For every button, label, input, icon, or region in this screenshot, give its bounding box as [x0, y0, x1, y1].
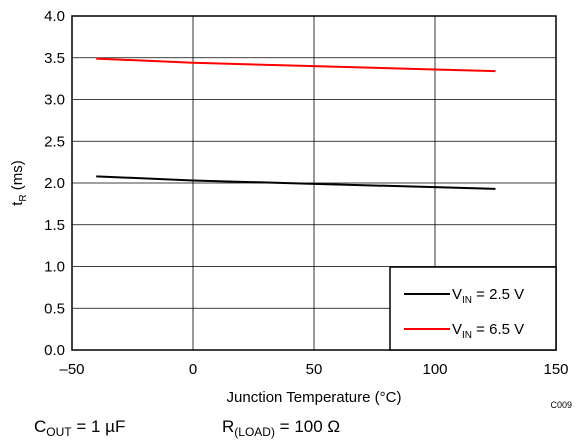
y-tick-label: 1.0: [44, 259, 65, 276]
legend-label-vin-2-5: VIN = 2.5 V: [452, 286, 524, 306]
condition-sub: (LOAD): [234, 425, 275, 439]
legend-label-rest: = 2.5 V: [472, 286, 524, 303]
y-axis-label-main: t: [9, 201, 26, 206]
legend-box: [389, 266, 557, 351]
legend-label-main: V: [452, 286, 462, 303]
x-tick-label: –50: [59, 361, 84, 378]
condition-rest: = 1 µF: [72, 417, 126, 436]
y-tick-label: 3.5: [44, 50, 65, 67]
condition-sub: OUT: [46, 425, 72, 439]
figure-code: C009: [550, 400, 572, 410]
y-tick-label: 2.0: [44, 175, 65, 192]
x-axis-label: Junction Temperature (°C): [227, 389, 402, 406]
x-tick-label: 150: [543, 361, 568, 378]
y-tick-label: 4.0: [44, 8, 65, 25]
series-line-0: [96, 175, 496, 190]
x-tick-label: 50: [306, 361, 323, 378]
legend-label-rest: = 6.5 V: [472, 321, 524, 338]
y-axis-label-rest: (ms): [9, 160, 26, 194]
y-tick-label: 0.5: [44, 300, 65, 317]
y-axis-label: tR (ms): [9, 160, 29, 206]
condition-rload: R(LOAD) = 100 Ω: [222, 417, 340, 439]
condition-main: C: [34, 417, 46, 436]
legend-label-sub: IN: [462, 330, 472, 341]
y-tick-label: 1.5: [44, 217, 65, 234]
y-axis-label-sub: R: [18, 194, 29, 201]
legend-label-main: V: [452, 321, 462, 338]
series-layer: [96, 57, 496, 190]
condition-rest: = 100 Ω: [275, 417, 340, 436]
legend: VIN = 2.5 V VIN = 6.5 V: [389, 266, 557, 351]
plot-area: [71, 15, 557, 351]
x-tick-labels: –50 0 50 100 150: [59, 361, 568, 378]
y-tick-labels: 0.0 0.5 1.0 1.5 2.0 2.5 3.0 3.5 4.0: [44, 8, 65, 359]
x-tick-label: 0: [189, 361, 197, 378]
y-tick-label: 0.0: [44, 342, 65, 359]
y-tick-label: 3.0: [44, 92, 65, 109]
condition-cout: COUT = 1 µF: [34, 417, 125, 439]
y-tick-label: 2.5: [44, 133, 65, 150]
legend-label-sub: IN: [462, 295, 472, 306]
x-tick-label: 100: [422, 361, 447, 378]
series-line-1: [96, 57, 496, 73]
legend-label-vin-6-5: VIN = 6.5 V: [452, 321, 524, 341]
condition-main: R: [222, 417, 234, 436]
